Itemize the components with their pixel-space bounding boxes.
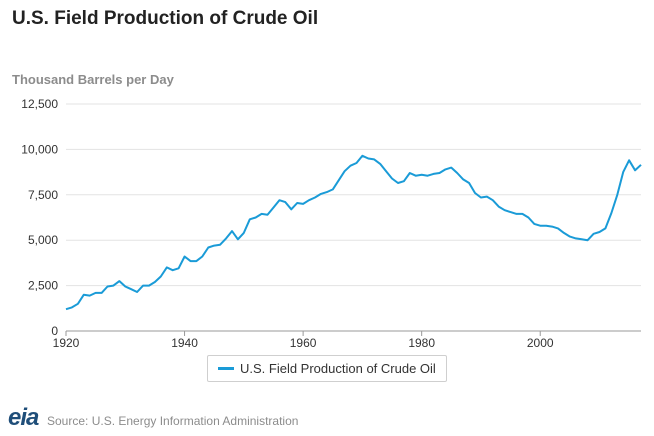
legend-label: U.S. Field Production of Crude Oil [240,361,436,376]
x-tick-label: 1940 [171,336,198,350]
series-line[interactable] [65,154,642,311]
x-tick-label: 2000 [527,336,554,350]
y-tick-label: 2,500 [28,279,58,293]
x-tick-label: 1960 [290,336,317,350]
x-tick-label: 1920 [53,336,80,350]
y-tick-label: 0 [51,324,58,338]
y-tick-label: 5,000 [28,233,58,247]
y-tick-labels: 0 2,500 5,000 7,500 10,000 12,500 [21,97,58,338]
y-axis-label: Thousand Barrels per Day [12,72,174,87]
eia-logo: eia [8,404,39,432]
legend[interactable]: U.S. Field Production of Crude Oil [207,355,447,382]
chart-title: U.S. Field Production of Crude Oil [12,8,319,29]
legend-swatch [218,367,234,370]
gridlines [66,103,641,287]
y-tick-label: 7,500 [28,188,58,202]
eia-logo-text: eia [8,404,39,431]
y-tick-label: 12,500 [21,97,58,111]
x-tick-label: 1980 [408,336,435,350]
y-tick-label: 10,000 [21,142,58,156]
source-note: Source: U.S. Energy Information Administ… [47,414,299,428]
x-tick-labels: 1920 1940 1960 1980 2000 [53,331,554,350]
